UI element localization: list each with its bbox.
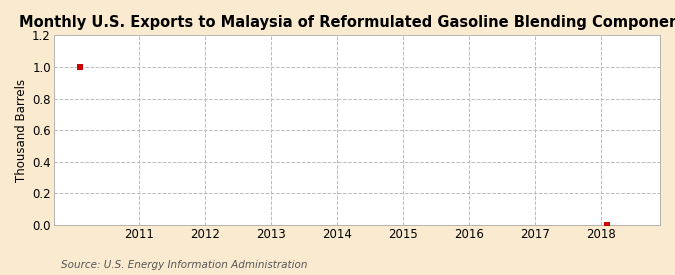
Title: Monthly U.S. Exports to Malaysia of Reformulated Gasoline Blending Components: Monthly U.S. Exports to Malaysia of Refo… [19, 15, 675, 30]
Y-axis label: Thousand Barrels: Thousand Barrels [15, 79, 28, 182]
Text: Source: U.S. Energy Information Administration: Source: U.S. Energy Information Administ… [61, 260, 307, 270]
